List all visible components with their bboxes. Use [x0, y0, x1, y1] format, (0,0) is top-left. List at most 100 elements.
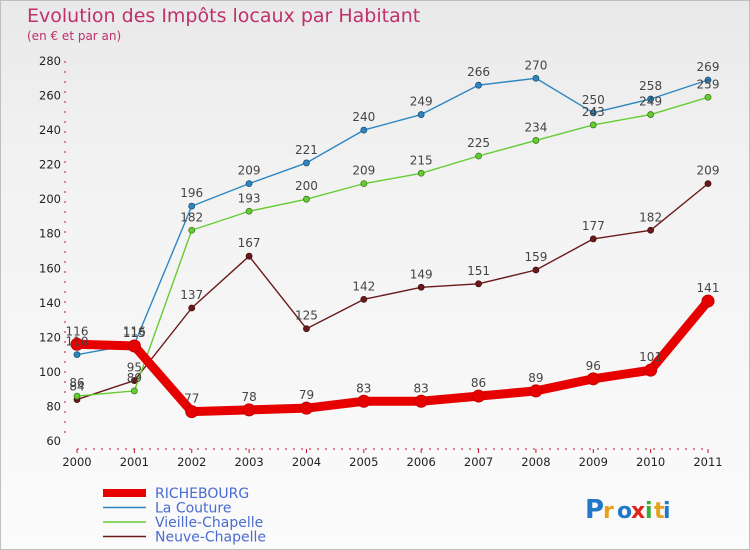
series-line-vieille-chapelle	[76, 96, 709, 397]
data-point	[475, 152, 482, 160]
data-point	[188, 202, 196, 210]
data-point	[475, 280, 482, 288]
data-point	[245, 180, 253, 188]
x-tick-label: 2001	[120, 455, 149, 469]
logo-letter: t	[654, 499, 665, 524]
data-label: 116	[66, 324, 89, 338]
data-label: 86	[69, 376, 84, 390]
x-tick-label: 2005	[349, 455, 378, 469]
data-point	[73, 351, 81, 359]
y-tick-label: 140	[39, 296, 61, 310]
data-point	[73, 392, 81, 400]
x-tick-label: 2010	[636, 455, 665, 469]
data-point	[589, 235, 597, 243]
y-tick-label: 160	[39, 261, 61, 275]
data-label: 225	[467, 136, 490, 150]
y-tick-label: 80	[46, 399, 61, 413]
data-point	[532, 137, 540, 144]
data-label: 270	[524, 58, 547, 72]
logo-letter: o	[617, 499, 632, 524]
data-point	[417, 283, 425, 291]
legend-label: La Couture	[155, 501, 231, 517]
data-point	[303, 159, 310, 167]
y-tick-label: 100	[39, 365, 61, 379]
data-point	[704, 93, 712, 101]
y-tick-label: 280	[39, 54, 61, 68]
x-tick-label: 2007	[464, 455, 493, 469]
logo-letter: P	[585, 495, 604, 525]
data-point	[529, 384, 543, 398]
data-label: 167	[238, 236, 261, 250]
data-point	[586, 372, 600, 386]
series-line-neuve-chapelle	[76, 182, 709, 401]
data-label: 115	[123, 326, 146, 340]
data-point	[647, 226, 655, 234]
x-tick-label: 2003	[234, 455, 263, 469]
data-point	[417, 111, 425, 118]
data-point	[188, 304, 196, 312]
data-point	[704, 76, 712, 84]
data-label: 258	[639, 79, 662, 93]
data-label: 141	[697, 281, 720, 295]
data-point	[360, 180, 368, 188]
data-point	[589, 121, 597, 129]
logo-letter: r	[603, 499, 614, 524]
y-tick-label: 220	[39, 158, 61, 172]
data-label: 243	[582, 105, 605, 119]
data-label: 149	[410, 267, 433, 281]
logo-letter: i	[645, 499, 653, 524]
series-line-richebourg	[72, 296, 713, 417]
x-tick-label: 2004	[292, 455, 321, 469]
data-label: 182	[180, 210, 203, 224]
data-point	[185, 405, 199, 419]
data-point	[647, 111, 655, 118]
data-label: 159	[524, 250, 547, 264]
x-tick-label: 2006	[407, 455, 436, 469]
x-tick-label: 2008	[521, 455, 550, 469]
data-label: 78	[241, 390, 256, 404]
data-label: 101	[639, 350, 662, 364]
data-point	[704, 180, 712, 188]
data-label: 79	[299, 388, 314, 402]
data-point	[475, 81, 482, 89]
y-tick-label: 60	[46, 434, 61, 448]
logo-letter: i	[663, 499, 671, 524]
data-label: 182	[639, 210, 662, 224]
data-point	[532, 266, 540, 274]
data-label: 116	[123, 324, 146, 338]
data-label: 96	[586, 359, 601, 373]
data-label: 269	[697, 60, 720, 74]
data-label: 250	[582, 93, 605, 107]
data-label: 177	[582, 219, 605, 233]
data-label: 249	[639, 95, 662, 109]
data-label: 209	[697, 164, 720, 178]
data-label: 110	[66, 335, 89, 349]
data-label: 249	[410, 95, 433, 109]
data-label: 215	[410, 153, 433, 167]
data-label: 84	[69, 380, 84, 394]
data-point	[299, 401, 313, 415]
data-label: 200	[295, 179, 318, 193]
legend-label: Vieille-Chapelle	[155, 515, 263, 531]
x-tick-label: 2002	[177, 455, 206, 469]
y-tick-label: 120	[39, 330, 61, 344]
data-label: 221	[295, 143, 318, 157]
y-tick-label: 240	[39, 123, 61, 137]
x-tick-label: 2000	[62, 455, 91, 469]
data-label: 77	[184, 392, 199, 406]
data-point	[644, 363, 658, 377]
data-point	[417, 169, 425, 177]
data-point	[360, 126, 368, 134]
legend-label: RICHEBOURG	[155, 486, 249, 502]
data-label: 83	[356, 381, 371, 395]
data-point	[472, 389, 486, 403]
data-point	[242, 403, 256, 417]
data-point	[70, 337, 84, 351]
data-label: 196	[180, 186, 203, 200]
data-point	[245, 252, 253, 260]
data-point	[303, 195, 310, 203]
logo-letter: x	[631, 499, 645, 524]
data-label: 137	[180, 288, 203, 302]
